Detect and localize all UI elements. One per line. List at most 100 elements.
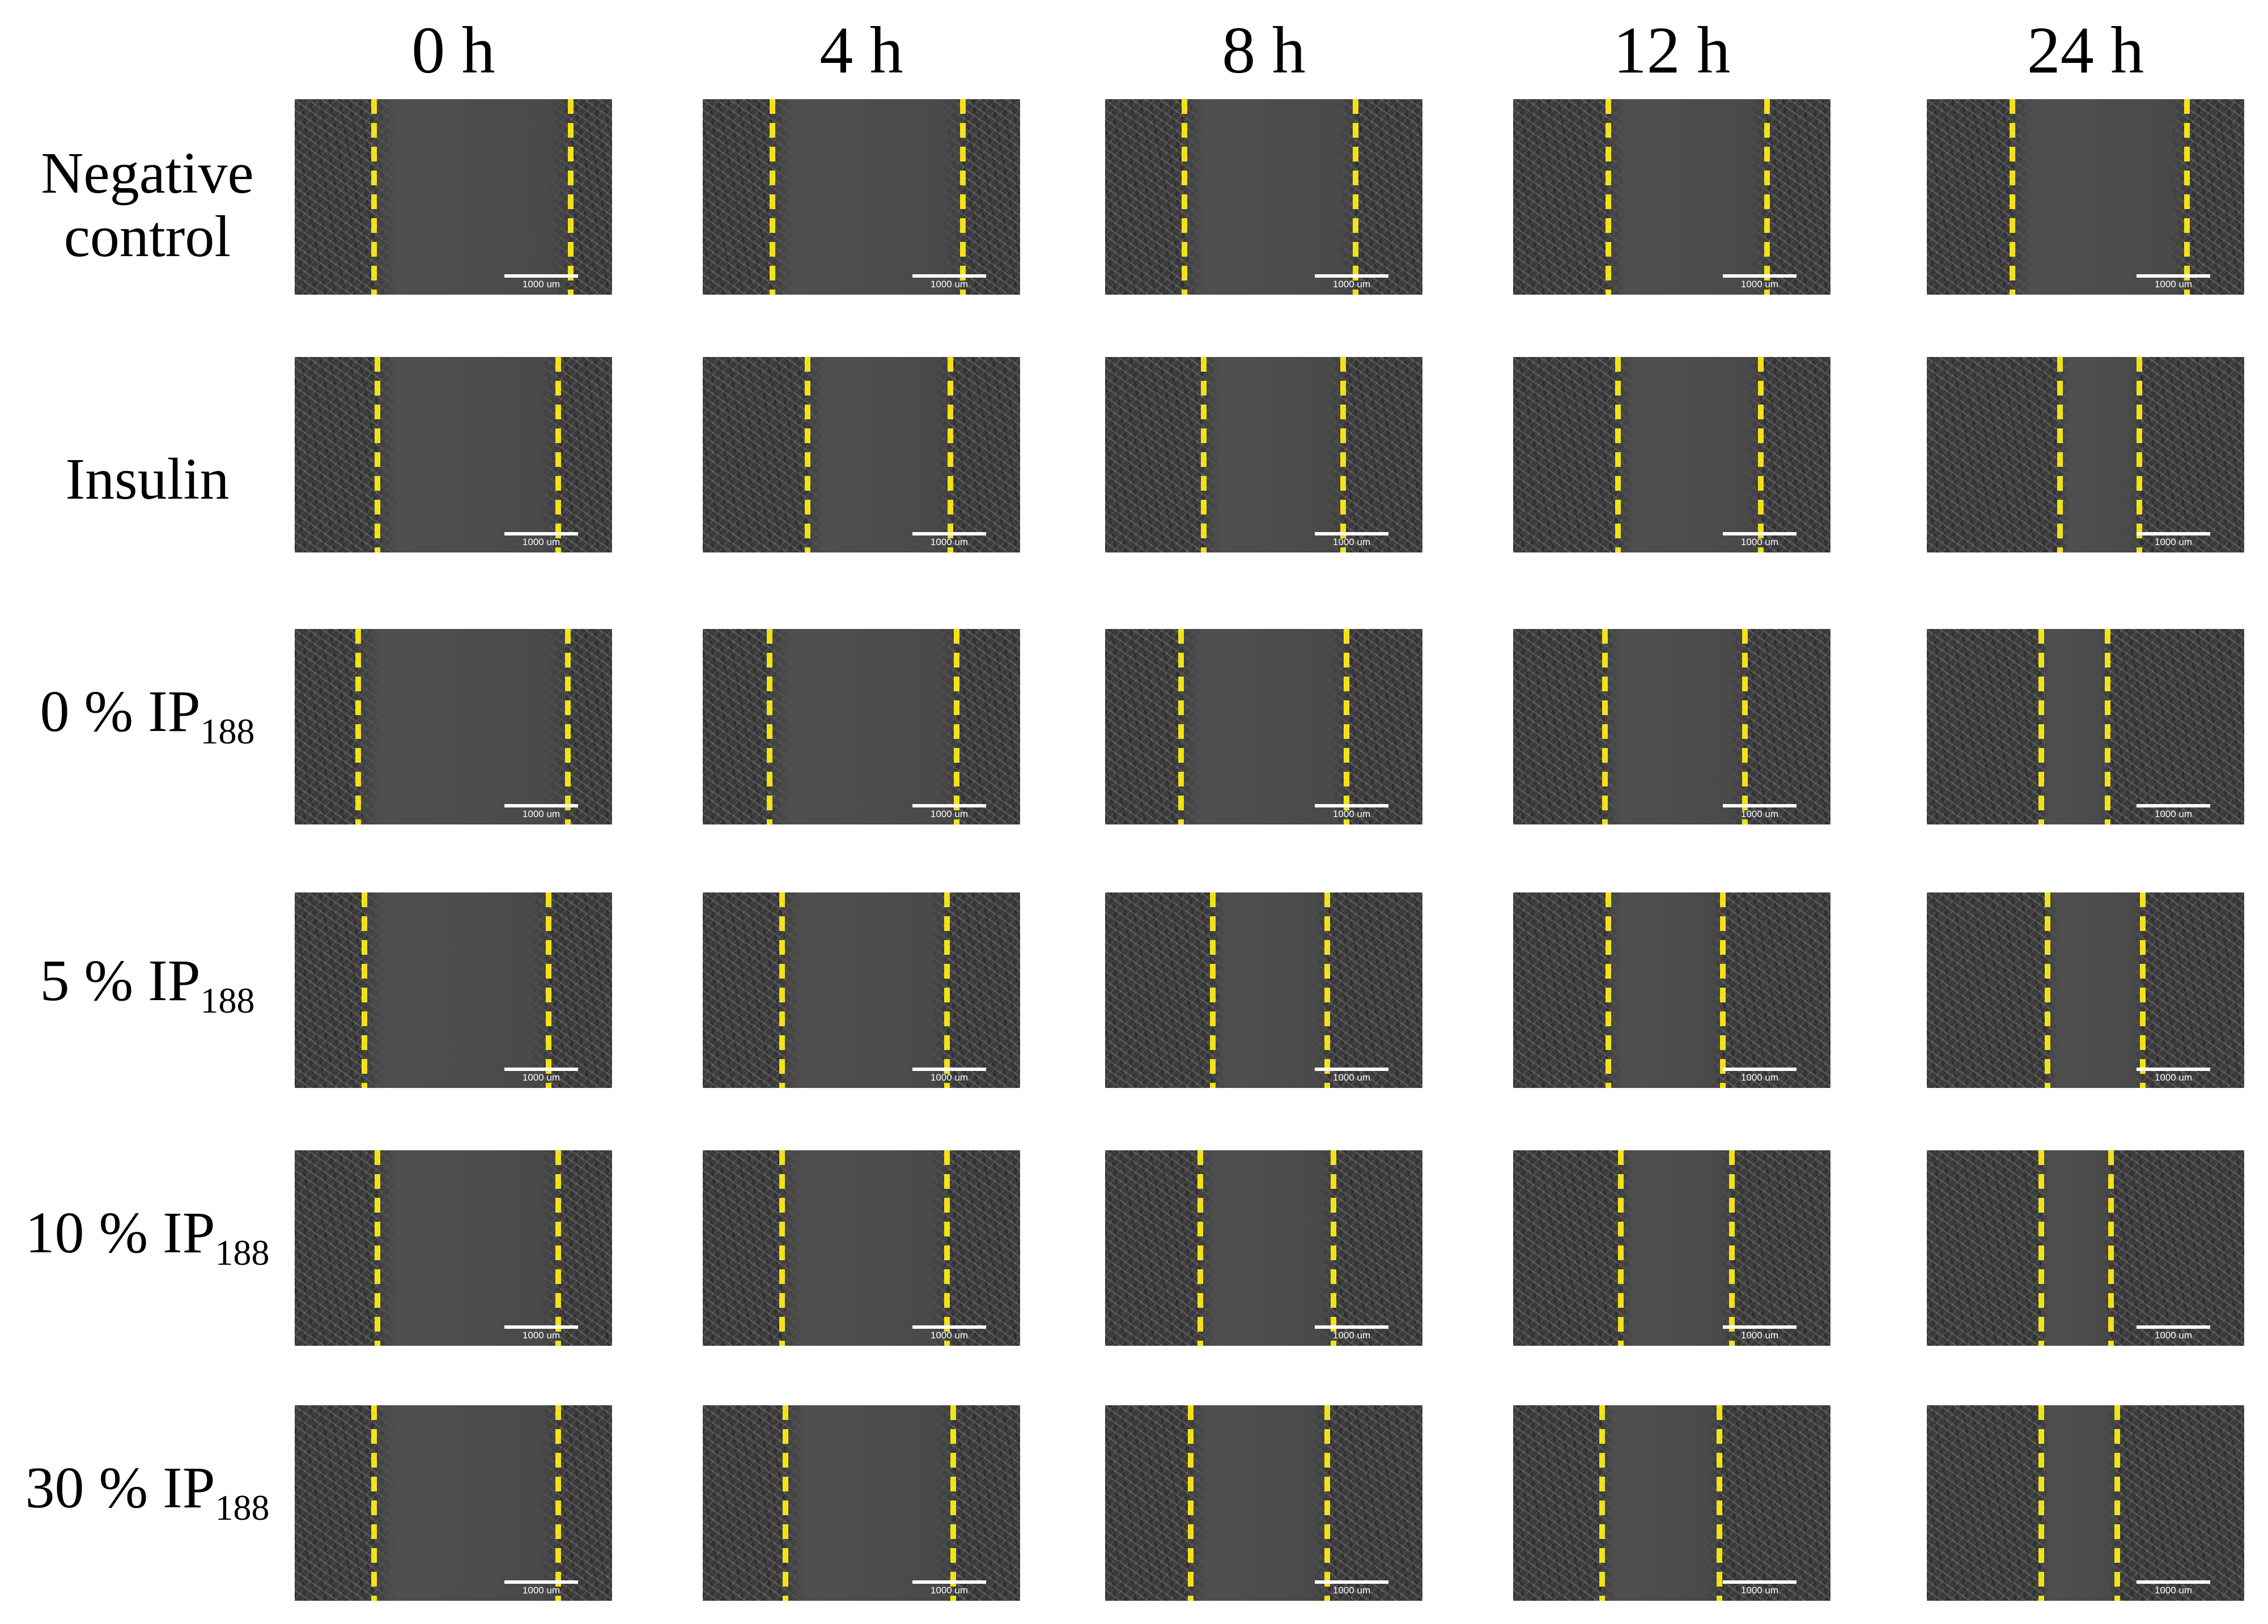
right-wound-edge-line: [2114, 1405, 2120, 1601]
micrograph-panel: 1000 um: [1105, 1150, 1422, 1346]
scale-bar: [1723, 804, 1796, 807]
left-wound-edge-line: [374, 357, 380, 552]
scale-bar: [1315, 532, 1388, 535]
left-wound-edge-line: [779, 1150, 785, 1346]
right-wound-edge-line: [555, 1405, 561, 1601]
scale-bar-label: 1000 um: [2154, 1330, 2193, 1341]
scale-bar: [1315, 804, 1388, 807]
scale-bar-label: 1000 um: [1740, 809, 1779, 819]
micrograph-panel: 1000 um: [1105, 629, 1422, 824]
left-wound-edge-line: [1615, 357, 1621, 552]
right-wound-edge-line: [947, 357, 953, 552]
scale-bar-label: 1000 um: [930, 1072, 969, 1083]
micrograph-panel: 1000 um: [1927, 99, 2244, 295]
wound-gap: [377, 357, 558, 552]
left-wound-edge-line: [2038, 1405, 2044, 1601]
left-wound-edge-line: [1606, 892, 1611, 1088]
scale-bar-label: 1000 um: [930, 1585, 969, 1596]
right-wound-edge-line: [564, 629, 571, 824]
wound-gap: [1213, 892, 1327, 1088]
row-label-subscript: 188: [200, 711, 255, 751]
column-header-3: 12 h: [1613, 13, 1731, 87]
scale-bar: [2137, 804, 2210, 807]
micrograph-panel: 1000 um: [295, 629, 612, 824]
scale-bar: [2137, 1325, 2210, 1329]
right-wound-edge-line: [1324, 1405, 1330, 1601]
row-label-4: 10 % IP188: [0, 1201, 295, 1285]
micrograph-panel: 1000 um: [1513, 357, 1830, 552]
right-wound-edge-line: [1353, 99, 1359, 295]
scale-bar: [2137, 1068, 2210, 1071]
scale-bar-label: 1000 um: [930, 809, 969, 819]
micrograph-panel: 1000 um: [1927, 357, 2244, 552]
micrograph-panel: 1000 um: [1513, 99, 1830, 295]
wound-gap: [1191, 1405, 1327, 1601]
right-wound-edge-line: [2184, 99, 2190, 295]
scale-bar: [504, 1580, 578, 1584]
row-label-0: Negative control: [0, 142, 295, 269]
scale-bar: [912, 274, 986, 278]
left-wound-edge-line: [1182, 99, 1187, 295]
scale-bar-label: 1000 um: [930, 279, 969, 290]
wound-gap: [782, 1150, 948, 1346]
scale-bar-label: 1000 um: [1332, 1072, 1371, 1083]
scale-bar: [1723, 274, 1796, 278]
left-wound-edge-line: [1599, 1405, 1605, 1601]
wound-gap: [374, 99, 571, 295]
scale-bar: [1315, 1068, 1388, 1071]
micrograph-panel: 1000 um: [295, 892, 612, 1088]
row-label-line: Negative: [41, 141, 254, 206]
scale-bar-label: 1000 um: [522, 1330, 560, 1341]
scale-bar: [1315, 274, 1388, 278]
micrograph-panel: 1000 um: [1513, 1150, 1830, 1346]
right-wound-edge-line: [1717, 1405, 1722, 1601]
right-wound-edge-line: [1764, 99, 1770, 295]
right-wound-edge-line: [1757, 357, 1764, 552]
left-wound-edge-line: [2044, 892, 2050, 1088]
right-wound-edge-line: [1729, 1150, 1735, 1346]
scale-bar-label: 1000 um: [1332, 537, 1371, 547]
scale-bar: [912, 1325, 986, 1329]
right-wound-edge-line: [1331, 1150, 1337, 1346]
scale-bar: [912, 532, 986, 535]
row-label-5: 30 % IP188: [0, 1456, 295, 1540]
micrograph-panel: 1000 um: [703, 99, 1020, 295]
row-label-2: 0 % IP188: [0, 680, 295, 763]
left-wound-edge-line: [1200, 357, 1207, 552]
scale-bar: [1723, 532, 1796, 535]
scale-bar: [912, 1068, 986, 1071]
wound-gap: [1621, 1150, 1732, 1346]
wound-gap: [2041, 629, 2108, 824]
wound-gap: [364, 892, 549, 1088]
scale-bar: [912, 804, 986, 807]
micrograph-panel: 1000 um: [1927, 892, 2244, 1088]
right-wound-edge-line: [546, 892, 551, 1088]
scale-bar: [504, 1325, 578, 1329]
row-label-subscript: 188: [200, 980, 255, 1021]
micrograph-panel: 1000 um: [295, 357, 612, 552]
left-wound-edge-line: [2057, 357, 2063, 552]
wound-gap: [1602, 1405, 1719, 1601]
wound-gap: [2047, 892, 2143, 1088]
micrograph-panel: 1000 um: [1105, 892, 1422, 1088]
micrograph-panel: 1000 um: [1927, 1150, 2244, 1346]
scale-bar: [1723, 1580, 1796, 1584]
right-wound-edge-line: [960, 99, 966, 295]
wound-gap: [1608, 892, 1723, 1088]
right-wound-edge-line: [1742, 629, 1748, 824]
scale-bar-label: 1000 um: [2154, 1072, 2193, 1083]
left-wound-edge-line: [1618, 1150, 1624, 1346]
right-wound-edge-line: [944, 1150, 950, 1346]
scale-bar: [2137, 274, 2210, 278]
row-label-subscript: 188: [215, 1487, 270, 1528]
scale-bar-label: 1000 um: [522, 1072, 560, 1083]
wound-gap: [807, 357, 950, 552]
left-wound-edge-line: [766, 629, 772, 824]
scale-bar-label: 1000 um: [1332, 1585, 1371, 1596]
left-wound-edge-line: [362, 892, 368, 1088]
right-wound-edge-line: [555, 357, 561, 552]
right-wound-edge-line: [944, 892, 950, 1088]
micrograph-panel: 1000 um: [1105, 357, 1422, 552]
scale-bar: [504, 274, 578, 278]
micrograph-panel: 1000 um: [295, 1405, 612, 1601]
